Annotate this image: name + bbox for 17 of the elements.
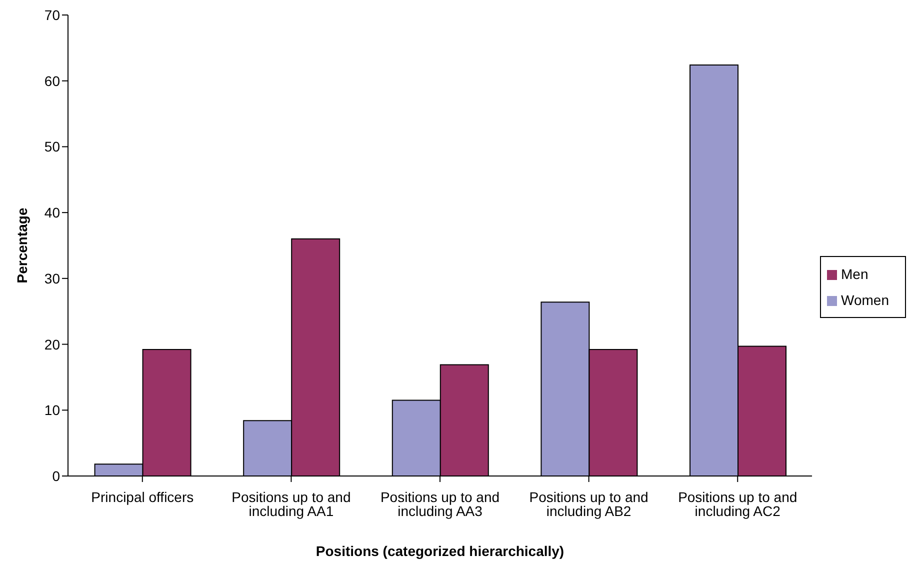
y-axis-title: Percentage [14,208,30,284]
legend-label: Women [841,292,889,308]
y-tick-label: 40 [44,204,60,221]
y-tick-label: 70 [44,6,60,23]
x-tick-label: Positions up to and including AB2 [529,488,648,519]
y-tick-label: 10 [44,402,60,418]
x-tick-label: Positions up to and including AA1 [232,488,351,519]
y-tick-label: 50 [44,138,60,155]
y-tick-label: 60 [44,72,60,89]
y-tick-label: 30 [44,270,60,286]
legend-label: Men [841,266,868,282]
x-tick-label: Positions up to and including AA3 [380,488,500,519]
x-tick-label: Principal officers [91,488,194,505]
y-tick-label: 0 [52,468,60,484]
x-tick-label: Positions up to and including AC2 [678,488,798,519]
x-axis-title: Positions (categorized hierarchically) [316,543,564,559]
y-tick-label: 20 [44,336,60,352]
